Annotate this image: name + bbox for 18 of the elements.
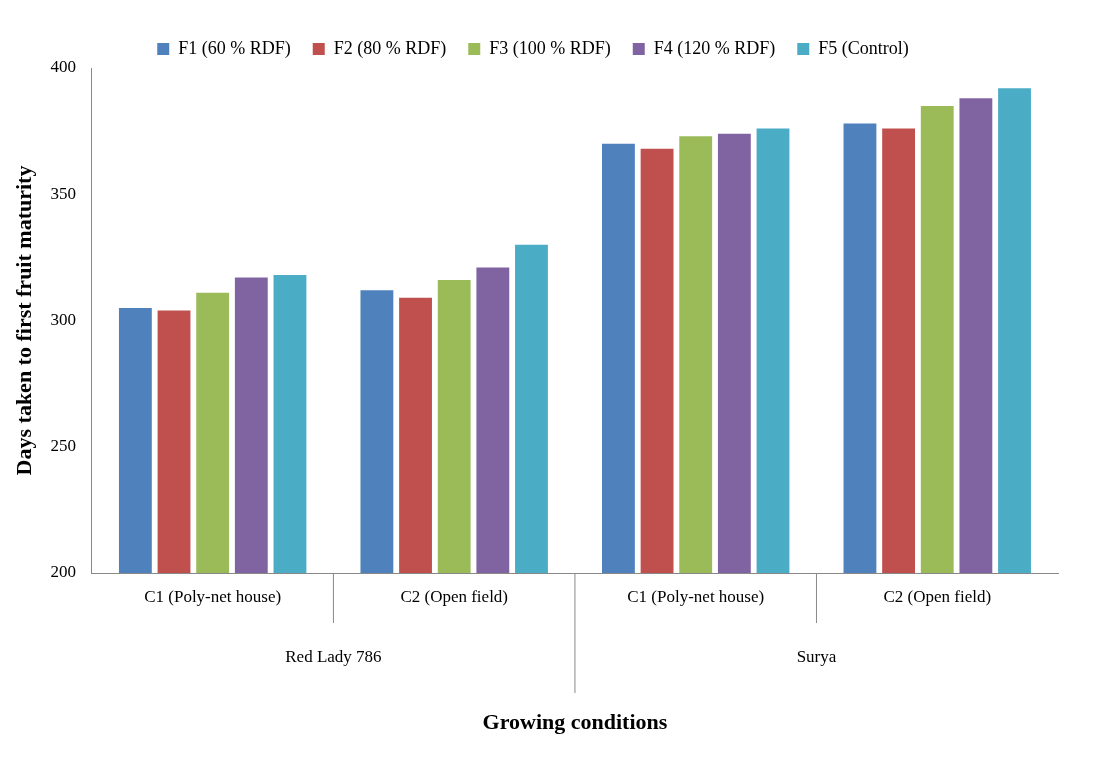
y-axis-title: Days taken to first fruit maturity bbox=[10, 165, 36, 476]
y-tick-label: 200 bbox=[50, 562, 76, 582]
x-tick-label: C2 (Open field) bbox=[883, 587, 992, 607]
x-axis-title: Growing conditions bbox=[482, 708, 668, 734]
x-tick-label: C1 (Poly-net house) bbox=[627, 587, 765, 607]
legend-label: F4 (120 % RDF) bbox=[653, 37, 776, 59]
legend-label: F3 (100 % RDF) bbox=[489, 37, 611, 59]
y-tick-label: 250 bbox=[50, 436, 76, 456]
legend-label: F1 (60 % RDF) bbox=[178, 37, 291, 59]
y-tick-label: 350 bbox=[50, 183, 76, 203]
x-tick-label: C2 (Open field) bbox=[400, 587, 509, 607]
legend-label: F5 (Control) bbox=[818, 37, 909, 59]
text: Surya bbox=[796, 647, 837, 667]
y-tick-label: 400 bbox=[50, 57, 76, 77]
text: Red Lady 786 bbox=[285, 647, 382, 667]
x-tick-label: C1 (Poly-net house) bbox=[144, 587, 282, 607]
y-tick-label: 300 bbox=[50, 309, 76, 329]
legend-label: F2 (80 % RDF) bbox=[333, 37, 447, 59]
